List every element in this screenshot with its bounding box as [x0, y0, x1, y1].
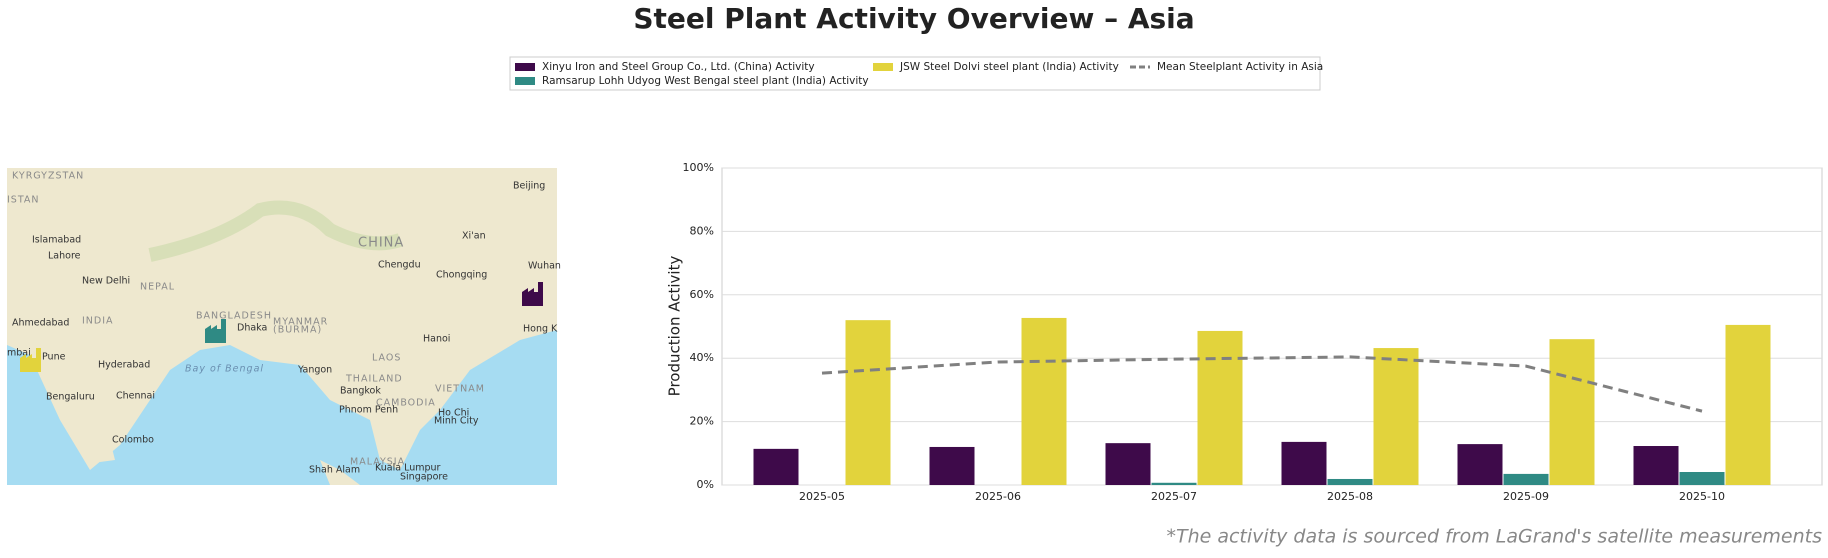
map-label: Chennai — [116, 391, 155, 402]
plant-icon-shape — [522, 282, 543, 306]
map-label: NEPAL — [140, 282, 175, 293]
chart-title: Steel Plant Activity Overview – Asia — [633, 2, 1194, 35]
bar — [1503, 473, 1549, 485]
x-tick-label: 2025-06 — [975, 490, 1021, 503]
map-label: New Delhi — [82, 276, 130, 287]
map-label: INDIA — [82, 316, 114, 327]
plant-icon-shape — [205, 319, 226, 343]
bar — [1021, 317, 1067, 485]
map-label: LAOS — [372, 353, 401, 364]
x-tick-label: 2025-10 — [1679, 490, 1725, 503]
map-label: Colombo — [112, 435, 154, 446]
x-tick-label: 2025-07 — [1151, 490, 1197, 503]
y-tick-label: 80% — [690, 224, 714, 237]
y-tick-label: 40% — [690, 351, 714, 364]
map-label: Lahore — [48, 251, 81, 262]
map-label: Hong K — [523, 324, 558, 335]
x-tick-label: 2025-05 — [799, 490, 845, 503]
legend-label: Mean Steelplant Activity in Asia — [1157, 61, 1323, 73]
bar — [1725, 324, 1771, 485]
x-tick-label: 2025-08 — [1327, 490, 1373, 503]
y-tick-label: 0% — [697, 478, 714, 491]
x-tick-label: 2025-09 — [1503, 490, 1549, 503]
map-label: CHINA — [358, 236, 404, 251]
bar — [753, 448, 799, 485]
map-label: MYANMAR — [273, 317, 328, 328]
y-axis-title: Production Activity — [666, 256, 684, 397]
map-label: Shah Alam — [309, 465, 360, 476]
map-label: Hanoi — [423, 334, 450, 345]
legend-swatch — [515, 77, 535, 85]
legend-swatch — [515, 63, 535, 71]
y-tick-label: 60% — [690, 288, 714, 301]
map-label: THAILAND — [345, 374, 403, 385]
legend-swatch — [873, 63, 893, 71]
bar — [1327, 478, 1373, 485]
map-label: Bay of Bengal — [185, 364, 264, 375]
map-label: Chongqing — [436, 270, 487, 281]
map-label: Bengaluru — [46, 392, 95, 403]
legend-box — [509, 56, 1321, 91]
map-label: Pune — [42, 352, 66, 363]
map-label: Wuhan — [528, 261, 561, 272]
bar — [1679, 472, 1725, 485]
bar — [1373, 348, 1419, 485]
bar — [1281, 441, 1327, 485]
y-tick-label: 20% — [690, 415, 714, 428]
bar — [845, 320, 891, 485]
bar — [1151, 482, 1197, 485]
map-label: mbai — [7, 348, 31, 359]
map-label: Hyderabad — [98, 360, 150, 371]
y-tick-label: 100% — [683, 161, 714, 174]
bar — [1197, 330, 1243, 485]
map-label: Phnom Penh — [339, 405, 398, 416]
map-label: Xi'an — [462, 231, 486, 242]
map-label: ISTAN — [7, 195, 40, 206]
plant-icon-shape — [20, 348, 41, 372]
map-label: MALAYSIA — [350, 457, 405, 468]
mean-line — [821, 355, 1703, 413]
legend-label: Ramsarup Lohh Udyog West Bengal steel pl… — [542, 75, 869, 87]
map-label: Islamabad — [32, 235, 81, 246]
bar — [1633, 446, 1679, 485]
legend-label: Xinyu Iron and Steel Group Co., Ltd. (Ch… — [542, 61, 815, 73]
plant-icon — [20, 348, 41, 372]
map-label: (BURMA) — [273, 325, 322, 336]
bar — [1105, 443, 1151, 485]
footnote: *The activity data is sourced from LaGra… — [1166, 526, 1822, 548]
map-label: Kuala Lumpur — [375, 463, 441, 474]
plant-icon — [522, 282, 543, 306]
map-label: Singapore — [400, 472, 448, 483]
map-label: BANGLADESH — [196, 311, 272, 322]
map-label: Ho Chi — [438, 408, 469, 419]
map-label: Ahmedabad — [12, 318, 69, 329]
bar — [1457, 444, 1503, 485]
map-label: Minh City — [434, 416, 479, 427]
map-label: Bangkok — [340, 386, 381, 397]
map-label: CAMBODIA — [376, 398, 436, 409]
map-label: Chengdu — [378, 260, 421, 271]
legend-label: JSW Steel Dolvi steel plant (India) Acti… — [899, 61, 1119, 73]
map-label: Yangon — [297, 365, 332, 376]
map — [7, 168, 557, 485]
plant-icon — [205, 319, 226, 343]
map-label: Dhaka — [237, 323, 267, 334]
map-label: Beijing — [513, 181, 545, 192]
map-label: VIETNAM — [435, 384, 485, 395]
bar — [1549, 339, 1595, 485]
bar — [929, 446, 975, 485]
map-label: KYRGYZSTAN — [12, 171, 84, 182]
